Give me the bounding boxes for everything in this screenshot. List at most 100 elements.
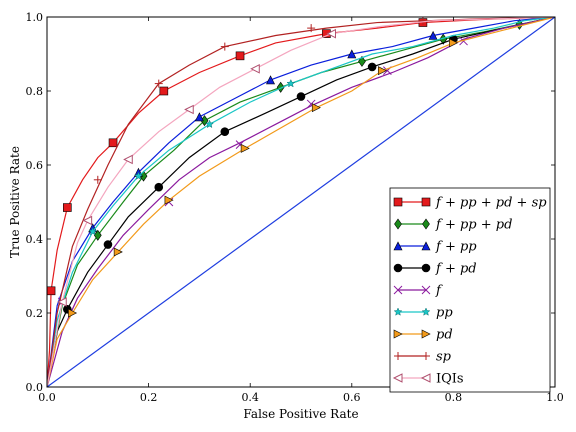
legend-marker-end bbox=[421, 329, 431, 339]
legend-item-iqis: IQIs bbox=[392, 372, 464, 387]
point-sp-1 bbox=[154, 79, 163, 88]
x-tick-label: 0.4 bbox=[241, 391, 259, 404]
y-tick-label: 1.0 bbox=[26, 11, 44, 24]
legend-marker-start bbox=[393, 307, 403, 316]
legend-marker-start bbox=[393, 241, 403, 251]
legend-marker-end bbox=[421, 307, 431, 316]
legend-marker-start bbox=[393, 263, 403, 273]
line-f-pp bbox=[47, 17, 555, 387]
x-tick-label: 0.8 bbox=[445, 391, 463, 404]
series-diagonal bbox=[47, 17, 555, 387]
legend-marker-end bbox=[422, 352, 430, 360]
y-tick-label: 0.2 bbox=[26, 307, 44, 320]
x-tick-label: 0.0 bbox=[38, 391, 56, 404]
x-tick-label: 1.0 bbox=[546, 391, 564, 404]
line-f-pp-pd-sp bbox=[47, 17, 555, 387]
legend-marker-end bbox=[421, 285, 431, 295]
legend-label: sp bbox=[436, 350, 452, 365]
x-tick-label: 0.6 bbox=[343, 391, 361, 404]
legend-marker-end bbox=[422, 218, 430, 230]
point-f-5 bbox=[459, 36, 468, 46]
point-f-pp-pd-3 bbox=[276, 81, 285, 93]
line-f bbox=[47, 17, 555, 387]
legend-marker-end bbox=[421, 263, 431, 273]
point-f-pd-3 bbox=[220, 127, 230, 136]
point-f-pd-1 bbox=[103, 240, 113, 249]
point-f-pp-2 bbox=[194, 112, 204, 122]
point-iqis-4 bbox=[250, 63, 260, 74]
series-pd bbox=[47, 17, 555, 387]
line-diagonal bbox=[47, 17, 555, 387]
legend-item-sp: sp bbox=[394, 350, 452, 365]
legend-label: f + pp + pd + sp bbox=[435, 196, 547, 211]
legend-item-f: f bbox=[393, 284, 443, 299]
series-pp bbox=[47, 17, 555, 387]
legend-marker-start bbox=[392, 373, 403, 383]
series-sp bbox=[47, 17, 555, 387]
y-tick-label: 0.0 bbox=[26, 381, 44, 394]
point-iqis-1 bbox=[82, 215, 93, 226]
point-pd-3 bbox=[240, 143, 250, 153]
legend-item-pp: pp bbox=[393, 306, 453, 321]
legend-marker-start bbox=[393, 329, 403, 339]
ticks-layer: 0.0 0.2 0.4 0.6 0.8 1.0 0.0 0.2 0.4 0.6 0.8 1.0 bbox=[26, 11, 564, 404]
legend-item-f-pp-pd: f + pp + pd bbox=[394, 218, 512, 233]
point-f-pp-pd-sp-4 bbox=[235, 51, 245, 61]
point-f-pp-3 bbox=[266, 75, 276, 85]
legend-marker-start bbox=[393, 197, 403, 207]
legend-marker-end bbox=[421, 197, 431, 207]
series-layer bbox=[47, 17, 555, 387]
series-f-pd bbox=[47, 17, 555, 387]
point-f-pp-pd-sp-0 bbox=[47, 286, 56, 296]
point-iqis-2 bbox=[123, 154, 133, 165]
legend-marker-start bbox=[394, 352, 402, 360]
x-axis-label: False Positive Rate bbox=[243, 407, 358, 421]
line-iqis bbox=[47, 17, 555, 387]
point-f-pp-5 bbox=[428, 30, 438, 40]
point-f-pp-pd-sp-2 bbox=[108, 138, 118, 148]
point-pd-1 bbox=[113, 247, 123, 257]
line-sp bbox=[47, 17, 555, 387]
point-iqis-3 bbox=[184, 104, 194, 115]
legend-marker-start bbox=[393, 285, 403, 295]
legend-item-f-pp: f + pp bbox=[393, 240, 477, 255]
point-iqis-5 bbox=[326, 28, 336, 39]
y-tick-label: 0.4 bbox=[26, 233, 44, 246]
legend-label: f + pd bbox=[435, 262, 477, 277]
point-iqis-0 bbox=[57, 297, 67, 307]
point-f-pp-pd-sp-1 bbox=[63, 203, 72, 212]
point-sp-2 bbox=[220, 42, 229, 51]
point-pd-5 bbox=[377, 66, 387, 76]
legend: f + pp + pd + sp f + pp + pd f + pp f + pd f… bbox=[389, 187, 551, 393]
y-axis-label: True Positive Rate bbox=[8, 146, 22, 258]
legend-marker-start bbox=[394, 218, 402, 230]
point-pp-0 bbox=[88, 226, 98, 236]
legend-item-f-pp-pd-sp: f + pp + pd + sp bbox=[393, 196, 547, 211]
point-f-pp-4 bbox=[347, 49, 357, 59]
legend-label: IQIs bbox=[436, 372, 464, 387]
point-pd-2 bbox=[164, 195, 174, 205]
point-pp-2 bbox=[205, 119, 214, 129]
legend-marker-end bbox=[420, 373, 431, 383]
legend-label: pp bbox=[436, 306, 453, 321]
point-f-pp-pd-sp-3 bbox=[159, 86, 169, 96]
legend-marker-end bbox=[421, 241, 431, 251]
point-sp-0 bbox=[93, 175, 102, 184]
point-f-pp-pd-0 bbox=[93, 229, 102, 241]
legend-label: f bbox=[435, 284, 443, 299]
legend-label: f + pp + pd bbox=[435, 218, 512, 233]
point-pp-1 bbox=[134, 171, 143, 180]
legend-item-f-pd: f + pd bbox=[393, 262, 477, 277]
y-tick-label: 0.8 bbox=[26, 85, 44, 98]
plot-frame bbox=[46, 16, 556, 388]
point-sp-4 bbox=[418, 17, 427, 25]
series-iqis bbox=[47, 17, 555, 387]
point-pd-0 bbox=[68, 308, 78, 318]
point-pd-4 bbox=[311, 103, 321, 113]
point-f-pd-2 bbox=[154, 182, 164, 192]
point-f-pd-4 bbox=[296, 92, 306, 101]
legend-label: pd bbox=[436, 328, 453, 343]
legend-label: f + pp bbox=[435, 240, 477, 255]
point-f-pd-5 bbox=[367, 62, 377, 72]
